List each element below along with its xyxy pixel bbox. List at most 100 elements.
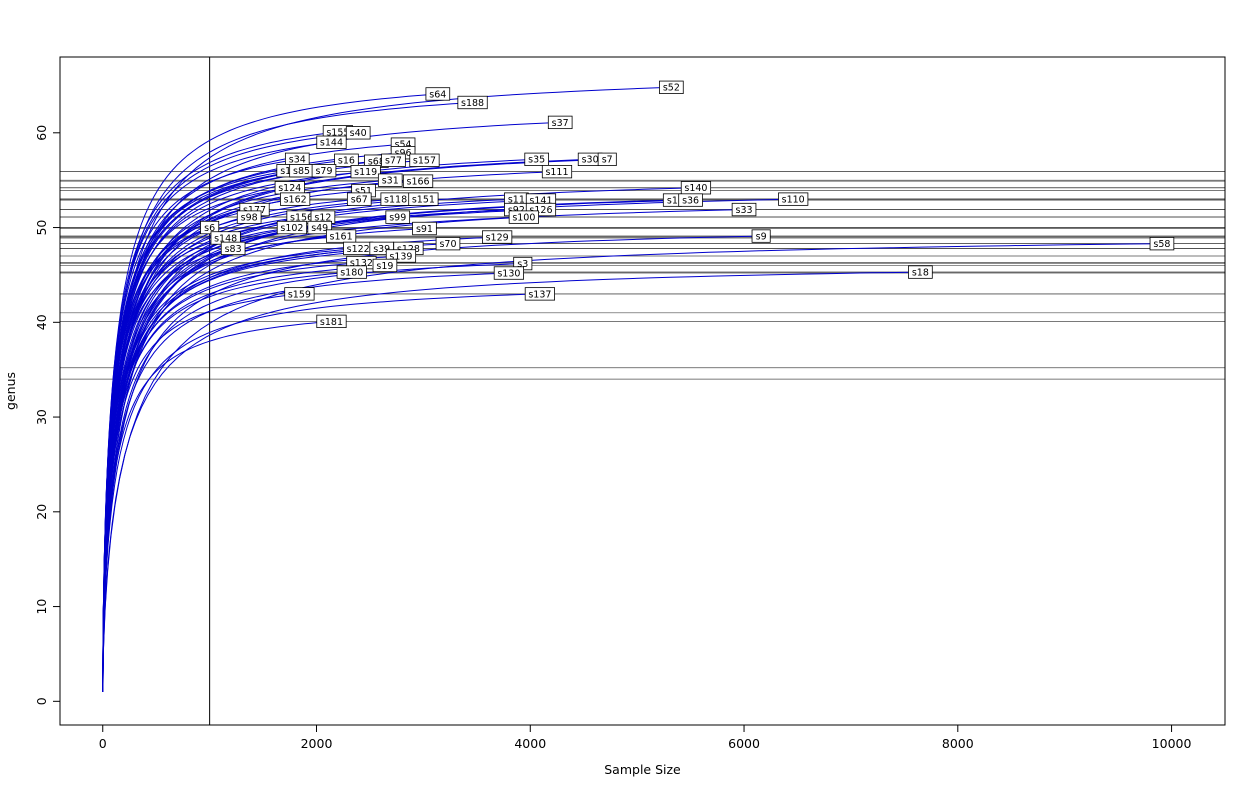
sample-label: s157	[413, 156, 436, 167]
sample-label-box	[220, 241, 246, 256]
sample-label: s40	[350, 128, 367, 139]
sample-label: s119	[354, 167, 377, 178]
sample-label: s19	[376, 261, 393, 272]
sample-label: s70	[439, 239, 456, 250]
sample-label: s162	[284, 195, 307, 206]
sample-label: s98	[241, 213, 258, 224]
sample-label-box	[284, 287, 315, 301]
sample-label: s12	[314, 213, 331, 224]
sample-label-box	[325, 229, 357, 243]
y-axis-title: genus	[3, 372, 18, 410]
x-tick-label: 8000	[942, 736, 974, 751]
sample-label-box	[597, 152, 617, 166]
sample-label-box	[385, 210, 411, 224]
sample-label-box	[334, 153, 359, 167]
sample-label-box	[482, 230, 513, 244]
sample-label: s156	[290, 213, 313, 224]
sample-label-box	[1149, 237, 1175, 251]
sample-label-box	[316, 135, 347, 149]
sample-label: s129	[486, 232, 509, 243]
sample-label: s92	[508, 205, 525, 216]
sample-label: s6	[204, 223, 215, 234]
sample-label: s148	[214, 233, 237, 244]
sample-label-box	[751, 229, 771, 243]
sample-label-box	[336, 265, 367, 279]
sample-label-box	[307, 220, 333, 235]
sample-label: s49	[311, 223, 328, 234]
sample-label: s33	[736, 205, 753, 216]
sample-label: s30	[582, 155, 599, 166]
sample-label-box	[377, 173, 403, 187]
sample-label: s122	[347, 244, 370, 255]
sample-label: s37	[552, 118, 569, 129]
sample-label: s85	[293, 166, 310, 177]
sample-label: s161	[330, 231, 353, 242]
sample-label: s137	[528, 289, 551, 300]
sample-label: s1	[667, 195, 678, 206]
sample-label-box	[316, 314, 347, 329]
sample-label-box	[346, 192, 372, 206]
rarefaction-curve	[102, 320, 332, 692]
sample-label-box	[435, 237, 461, 251]
x-tick-label: 2000	[301, 736, 333, 751]
rarefaction-curve	[102, 235, 342, 692]
sample-label-box	[409, 153, 440, 167]
sample-label-box	[280, 192, 311, 206]
sample-label: s188	[461, 98, 484, 109]
sample-label-box	[402, 174, 434, 188]
sample-label-box	[524, 287, 555, 301]
rarefaction-curve	[102, 293, 300, 692]
sample-label: s39	[373, 244, 390, 255]
sample-label: s111	[545, 167, 568, 178]
sample-label: s96	[395, 148, 412, 159]
sample-label-box	[345, 126, 371, 140]
sample-label: s128	[397, 244, 420, 255]
sample-label-box	[659, 80, 684, 94]
y-tick-label: 20	[34, 504, 49, 520]
rarefaction-curve	[102, 293, 540, 692]
sample-label: s51	[355, 186, 372, 197]
sample-label: s126	[529, 205, 552, 216]
y-tick-label: 50	[34, 220, 49, 236]
sample-label: s68	[368, 157, 385, 168]
y-tick-label: 60	[34, 125, 49, 141]
sample-label-box	[731, 202, 757, 217]
sample-label: s18	[912, 267, 929, 278]
sample-label: s77	[385, 156, 402, 167]
sample-label: s102	[280, 223, 303, 234]
sample-label: s181	[320, 317, 343, 328]
sample-label: s83	[225, 244, 242, 255]
sample-label: s141	[529, 195, 552, 206]
sample-label: s67	[351, 195, 368, 206]
sample-label: s110	[782, 195, 805, 206]
sample-label: s35	[528, 155, 545, 166]
sample-label: s118	[384, 195, 407, 206]
sample-label-box	[541, 164, 573, 179]
sample-label: s99	[389, 213, 406, 224]
sample-label: s177	[243, 205, 266, 216]
sample-label-box	[200, 220, 220, 235]
rarefaction-curve	[102, 243, 1162, 692]
sample-label: s100	[512, 213, 535, 224]
y-tick-label: 40	[34, 314, 49, 330]
rarefaction-curve	[102, 227, 320, 692]
sample-label: s31	[382, 176, 399, 187]
rarefaction-curve	[102, 158, 537, 692]
sample-label: s16	[338, 156, 355, 167]
sample-label: s124	[278, 183, 301, 194]
x-axis-title: Sample Size	[604, 762, 681, 777]
sample-label: s54	[395, 140, 412, 151]
y-tick-label: 10	[34, 599, 49, 615]
rarefaction-curve	[102, 247, 234, 692]
x-tick-label: 6000	[728, 736, 760, 751]
y-tick-label: 0	[34, 697, 49, 705]
sample-label: s79	[315, 166, 332, 177]
sample-label: s166	[407, 177, 430, 188]
sample-label: s11	[508, 195, 525, 206]
rarefaction-curve	[102, 271, 921, 692]
sample-label-box	[276, 220, 308, 235]
sample-label-box	[457, 95, 488, 110]
rarefaction-curve	[102, 235, 762, 692]
